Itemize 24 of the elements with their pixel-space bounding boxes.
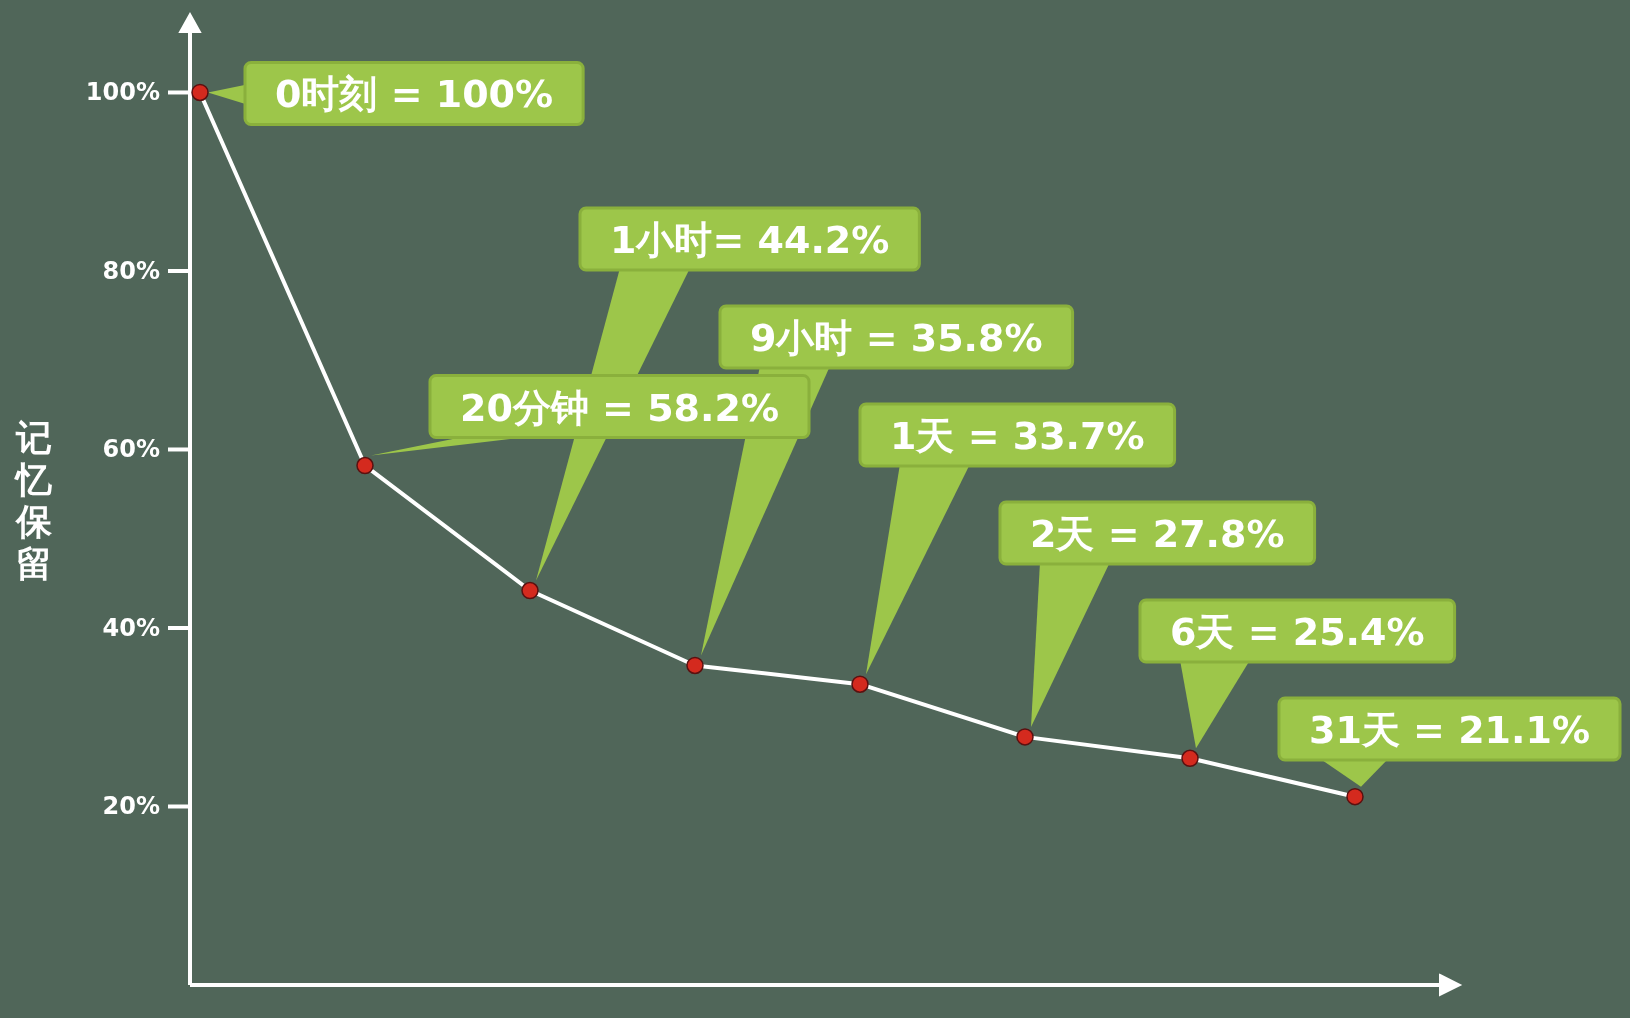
data-label: 6天 = 25.4% bbox=[1170, 610, 1425, 654]
point bbox=[1346, 787, 1364, 806]
y-tick-label: 60% bbox=[102, 435, 160, 464]
point bbox=[1181, 749, 1199, 768]
callout: 31天 = 21.1% bbox=[1277, 696, 1622, 787]
data-label: 0时刻 = 100% bbox=[275, 72, 554, 117]
data-label: 9小时 = 35.8% bbox=[750, 316, 1043, 360]
point bbox=[191, 83, 209, 102]
point bbox=[1016, 728, 1034, 746]
data-label: 1天 = 33.7% bbox=[890, 414, 1145, 458]
y-tick-label: 100% bbox=[85, 78, 160, 107]
y-tick-label: 80% bbox=[102, 256, 160, 285]
data-label: 31天 = 21.1% bbox=[1308, 708, 1590, 752]
point bbox=[851, 675, 869, 693]
y-tick-label: 40% bbox=[102, 613, 160, 642]
data-label: 2天 = 27.8% bbox=[1030, 512, 1285, 556]
y-axis-title: 记忆保留 bbox=[14, 417, 53, 584]
point bbox=[521, 581, 539, 600]
data-label: 1小时= 44.2% bbox=[610, 218, 890, 262]
point bbox=[356, 456, 374, 475]
y-tick-label: 20% bbox=[102, 792, 160, 821]
callout: 0时刻 = 100% bbox=[208, 61, 585, 126]
point bbox=[686, 656, 704, 675]
data-label: 20分钟 = 58.2% bbox=[460, 385, 780, 430]
